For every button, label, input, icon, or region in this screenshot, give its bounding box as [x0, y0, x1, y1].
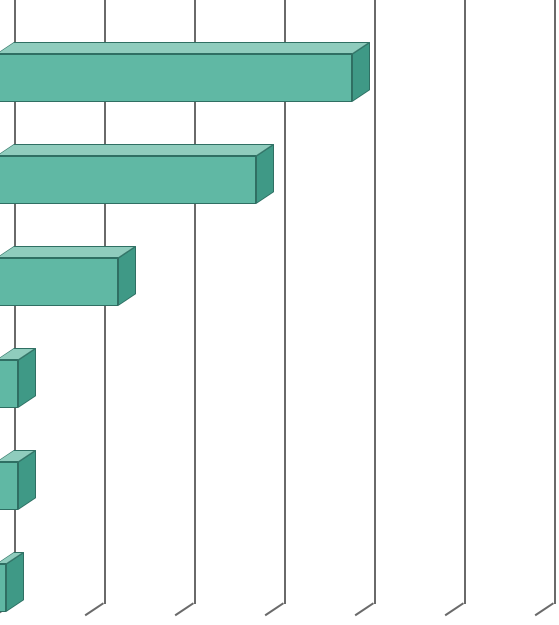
- bar-top-face: [0, 144, 274, 156]
- gridline-foot: [355, 602, 374, 616]
- bar-top-face: [0, 42, 370, 54]
- bar-front-face: [0, 564, 6, 612]
- gridline-foot: [265, 602, 284, 616]
- bar-front-face: [0, 156, 256, 204]
- bar-chart: [0, 0, 559, 625]
- bar-top-face: [0, 246, 136, 258]
- bar-front-face: [0, 360, 18, 408]
- gridline-foot: [85, 602, 104, 616]
- gridline-foot: [535, 602, 554, 616]
- bar-front-face: [0, 258, 118, 306]
- gridline-foot: [445, 602, 464, 616]
- bar-front-face: [0, 54, 352, 102]
- gridline-vertical: [374, 0, 376, 604]
- gridline-vertical: [464, 0, 466, 604]
- gridline-foot: [175, 602, 194, 616]
- bar-front-face: [0, 462, 18, 510]
- gridline-vertical: [554, 0, 556, 604]
